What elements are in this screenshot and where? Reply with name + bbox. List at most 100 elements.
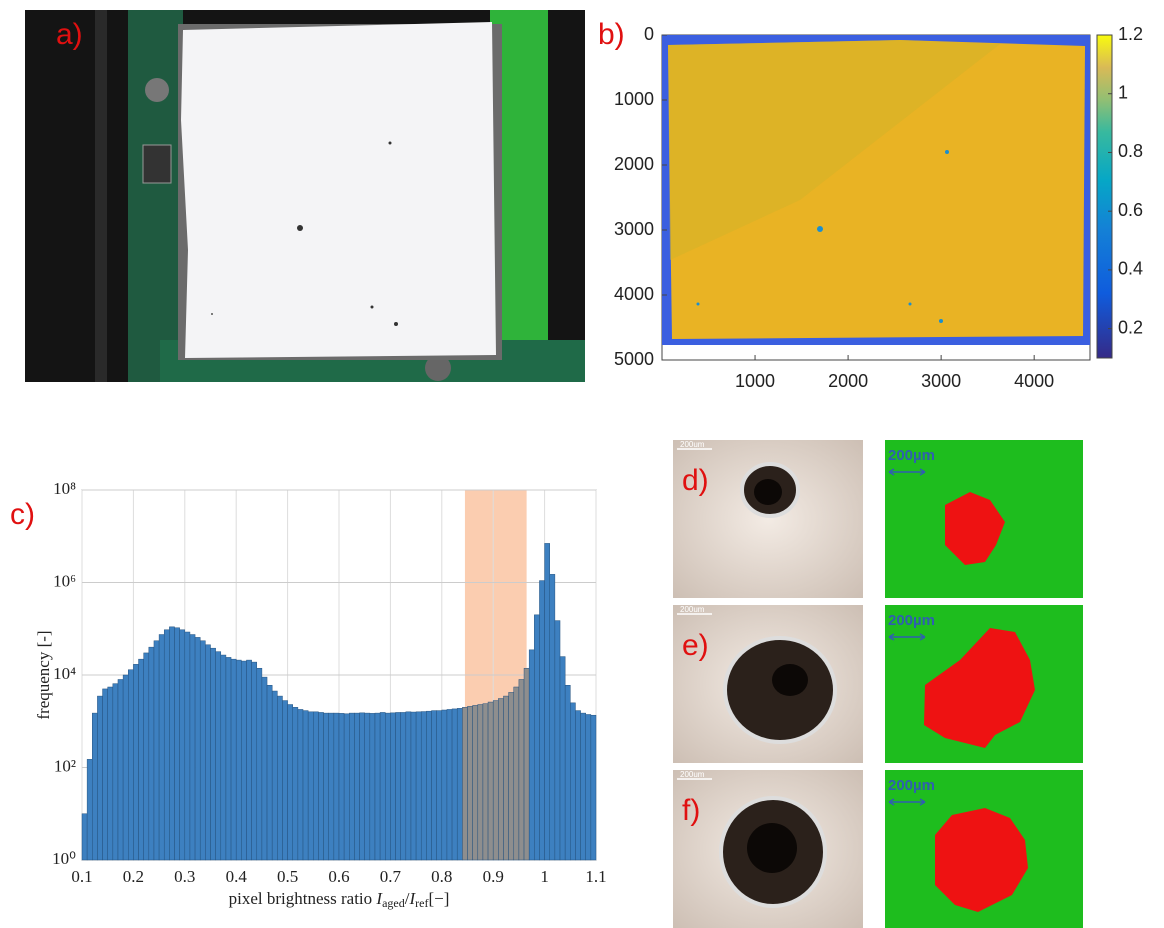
bar [492,700,499,861]
bar [313,711,319,861]
bar [374,712,381,861]
bar [199,640,206,861]
x-tick-label: 1 [540,867,549,886]
y-tick-label: 1000 [614,89,654,109]
bar [153,640,160,861]
x-tick-label: 0.7 [380,867,402,886]
bar [364,712,371,861]
bar [169,626,175,861]
scale-arrow [888,798,926,806]
bar [271,690,278,861]
bar [333,712,340,861]
bar [97,695,103,861]
x-tick-label: 0.2 [123,867,144,886]
bar [215,651,222,861]
defect-core [747,823,797,873]
bar [441,709,448,861]
colorbar-tick-label: 0.4 [1118,259,1143,279]
bar [287,704,293,861]
bar [122,674,129,861]
map-scale-label: 200µm [888,447,935,464]
bar [549,574,556,861]
panel-label: c) [10,498,35,531]
panel-label: d) [682,464,709,497]
y-tick-label: 4000 [614,284,654,304]
bar [503,695,509,861]
bar [467,706,473,861]
panel-label: b) [598,18,625,51]
scale-bar-label: 200um [680,770,705,779]
bar [338,713,345,861]
bar [426,710,432,861]
map-scale-label: 200µm [888,612,935,629]
x-tick-label: 2000 [828,371,868,391]
map-scale-label: 200µm [888,777,935,794]
bar [307,711,314,861]
x-tick-label: 0.8 [431,867,452,886]
bar-layer [81,543,597,861]
bar [86,759,93,861]
bar [564,685,571,861]
bar [523,667,530,861]
bar [528,649,535,861]
bar [230,658,237,861]
x-axis-label-part: [−] [428,889,449,908]
bar [205,644,211,861]
bar [379,712,386,861]
bar [575,710,581,861]
x-tick-label: 0.3 [174,867,195,886]
x-axis-label: pixel brightness ratio Iaged/Iref[−] [229,889,450,910]
bar [359,712,365,861]
bar [107,686,114,861]
bar [410,711,417,861]
bar [405,711,412,861]
scale-arrow [888,468,926,476]
bar [112,683,119,861]
bar [143,652,150,861]
bar [133,664,139,861]
bar [251,661,258,861]
bar [282,700,288,861]
bar [210,647,216,861]
bar [451,708,458,861]
bar [189,634,196,861]
bar [318,712,324,861]
colorbar-tick-label: 0.8 [1118,141,1143,161]
x-tick-label: 0.4 [226,867,248,886]
bar [580,712,586,861]
bar [462,707,468,861]
y-tick-label: 5000 [614,349,654,369]
x-tick-label: 4000 [1014,371,1054,391]
bar [92,712,98,861]
photo-a [25,10,585,382]
y-tick-label: 10⁴ [53,664,76,683]
bar [179,629,186,861]
defect-region [945,492,1005,565]
bar [436,710,443,861]
bar [400,712,407,861]
defect-core [754,479,782,505]
colorbar-tick-label: 0.2 [1118,317,1143,337]
x-axis-label-part: aged [382,896,405,910]
bar [323,712,329,861]
bar [544,543,550,861]
y-tick-label: 10² [54,756,76,775]
y-tick-label: 10⁸ [53,479,76,498]
bar [297,709,304,861]
bar [431,710,437,861]
bar [148,646,155,861]
bar [256,667,263,861]
x-tick-label: 0.6 [328,867,349,886]
y-axis-label: frequency [-] [34,630,53,719]
bar [343,713,350,861]
bar [385,712,391,861]
bar [482,703,489,861]
bar [395,712,401,861]
bar [246,659,252,861]
x-axis-label-part: I [408,889,416,908]
defect-region [935,808,1028,912]
bar [534,614,540,861]
bar [277,695,283,861]
colorbar-tick-label: 0.6 [1118,200,1143,220]
